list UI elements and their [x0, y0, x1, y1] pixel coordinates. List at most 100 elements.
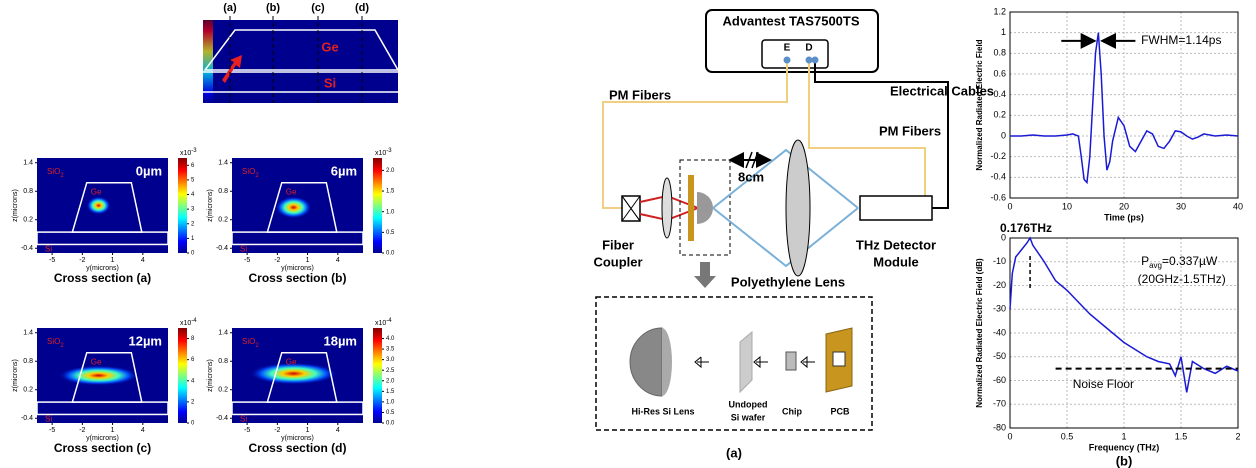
distance-label: 0µm [136, 163, 162, 178]
colorbar-tick-label: 4 [191, 192, 195, 198]
x-tick-label: 1 [111, 257, 115, 264]
lens-label: Polyethylene Lens [731, 274, 845, 289]
y-tick-label: -20 [993, 280, 1006, 290]
x-tick-label: 1.5 [1175, 431, 1188, 441]
y-tick-label: 0.8 [218, 188, 228, 195]
y-tick-label: 0 [1001, 130, 1006, 140]
detector-label: THz Detector [856, 237, 936, 252]
x-tick-label: 40 [1233, 201, 1243, 211]
x-axis-label: Frequency (THz) [1089, 442, 1160, 452]
inset-wafer [740, 332, 752, 392]
y-tick-label: 0.8 [23, 358, 33, 365]
multiplier-base: x10 [180, 320, 191, 327]
ge-label: Ge [321, 39, 338, 54]
y-tick-label: 1.4 [218, 160, 228, 167]
cross-section-panel: SiO2GeSi12µm-5-214-0.40.20.81.4y(microns… [12, 318, 197, 456]
power-value: =0.337µW [1162, 254, 1218, 268]
distance-label: 18µm [323, 333, 357, 348]
x-axis-label: Time (ps) [1104, 212, 1144, 222]
colorbar-tick-label: 2.0 [386, 378, 395, 384]
x-tick-label: -2 [79, 427, 85, 434]
colorbar-tick-label: 1.5 [386, 189, 395, 195]
y-tick-label: -0.6 [990, 192, 1006, 202]
ge-label: Ge [286, 357, 297, 366]
power-subscript: avg [1149, 261, 1162, 270]
inset-si-lens [630, 328, 662, 396]
colorbar-tick-label: 1.5 [386, 389, 395, 395]
section-label: (a) [223, 2, 237, 14]
x-tick-label: 0 [1007, 201, 1012, 211]
colorbar-multiplier: x10-4 [180, 318, 197, 327]
y-tick-label: 0.2 [993, 110, 1006, 120]
colorbar-tick-label: 2.0 [386, 168, 395, 174]
x-tick-label: 4 [141, 427, 145, 434]
inset-label: Si wafer [731, 412, 766, 422]
z-axis-label: z(microns) [12, 189, 19, 222]
x-tick-label: 0 [1007, 431, 1012, 441]
multiplier-base: x10 [180, 150, 191, 157]
colorbar-tick-label: 0.0 [386, 251, 395, 257]
y-tick-label: 0.8 [23, 188, 33, 195]
caption: Cross section (b) [248, 271, 346, 285]
inset-label: Undoped [729, 399, 768, 409]
colorbar-multiplier: x10-3 [180, 148, 197, 157]
y-tick-label: 0.8 [993, 48, 1006, 58]
y-tick-label: 0.8 [218, 358, 228, 365]
colorbar-tick-label: 4.0 [386, 336, 395, 342]
x-tick-label: -5 [49, 427, 55, 434]
mode-profile: (a) (b) (c) (d) Ge Si [203, 2, 398, 103]
colorbar-tick-label: 0 [191, 251, 195, 257]
x-tick-label: 1 [306, 257, 310, 264]
z-axis-label: z(microns) [207, 359, 214, 392]
cross-section-panel: SiO2GeSi18µm-5-214-0.40.20.81.4y(microns… [207, 318, 395, 456]
inset-arrow [695, 357, 709, 367]
y-tick-label: 1.4 [23, 330, 33, 337]
setup-diagram [596, 10, 948, 430]
panel-label: (b) [1116, 453, 1133, 468]
colorbar [178, 158, 187, 253]
colorbar-tick-label: 2 [191, 399, 195, 405]
x-tick-label: -2 [274, 257, 280, 264]
section-label: (c) [311, 2, 325, 14]
colorbar-tick-label: 0 [191, 421, 195, 427]
inset-arrow [801, 357, 815, 367]
y-tick-label: 0.4 [993, 89, 1006, 99]
z-axis-label: z(microns) [12, 359, 19, 392]
colorbar-tick-label: 1 [191, 236, 195, 242]
pm-fiber [603, 60, 787, 208]
si-label: Si [45, 414, 52, 423]
multiplier-base: x10 [375, 320, 386, 327]
noise-floor-label: Noise Floor [1073, 377, 1134, 391]
y-tick-label: -40 [993, 327, 1006, 337]
field-intensity [276, 196, 312, 218]
colorbar-multiplier: x10-4 [375, 318, 392, 327]
si-label: Si [240, 244, 247, 253]
coupler-label: Fiber [602, 237, 634, 252]
colorbar-tick-label: 3 [191, 207, 195, 213]
y-tick-label: -0.2 [990, 151, 1006, 161]
coupler-label: Coupler [593, 254, 642, 269]
colorbar-tick-label: 1.0 [386, 209, 395, 215]
y-tick-label: -30 [993, 304, 1006, 314]
colorbar-tick-label: 2.5 [386, 368, 395, 374]
colorbar-tick-label: 3.5 [386, 347, 395, 353]
bandwidth-label: (20GHz-1.5THz) [1138, 272, 1226, 286]
port [806, 57, 813, 64]
section-label: (b) [266, 2, 280, 14]
ge-label: Ge [91, 357, 102, 366]
y-tick-label: -0.4 [21, 245, 33, 252]
inset-chip [786, 352, 796, 370]
x-tick-label: 1 [1121, 431, 1126, 441]
power-symbol: P [1141, 254, 1149, 268]
y-tick-label: -70 [993, 399, 1006, 409]
inset-label: PCB [830, 406, 850, 416]
caption: Cross section (d) [248, 441, 346, 455]
field-intensity [87, 197, 111, 215]
chart: -0.6-0.4-0.200.20.40.60.811.2010203040Ti… [975, 6, 1243, 222]
y-tick-label: -80 [993, 422, 1006, 432]
colorbar-multiplier: x10-3 [375, 148, 392, 157]
colorbar-tick-label: 3.0 [386, 357, 395, 363]
detector-label: Module [873, 254, 919, 269]
y-tick-label: -0.4 [21, 415, 33, 422]
